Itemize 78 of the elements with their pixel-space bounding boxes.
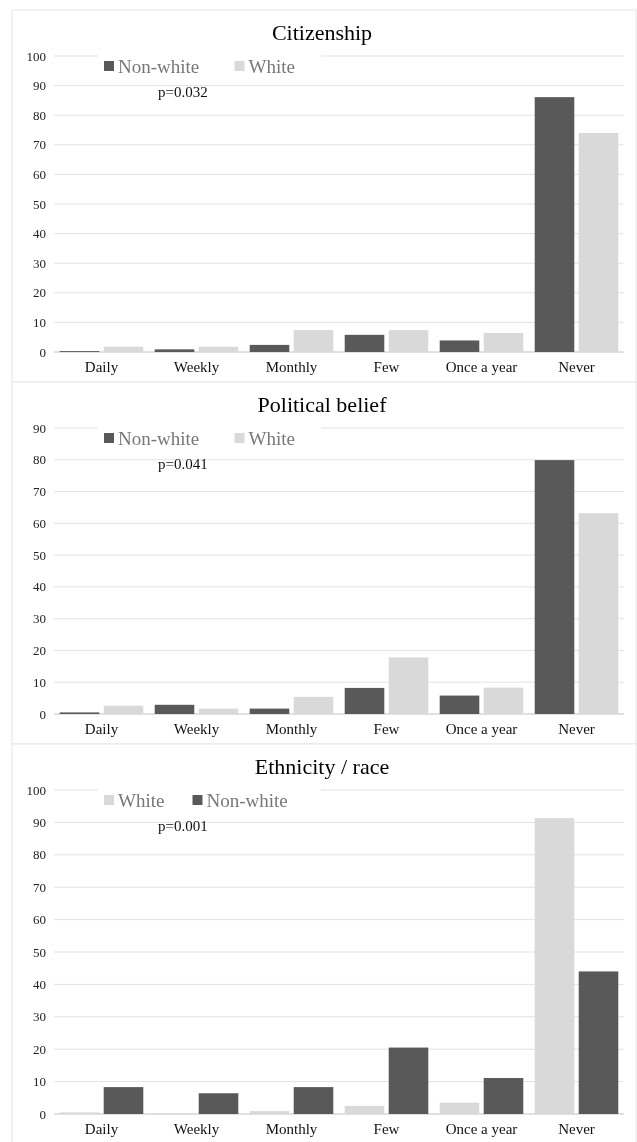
bar bbox=[439, 695, 480, 714]
y-tick-label: 40 bbox=[33, 579, 46, 595]
annotation: p=0.041 bbox=[158, 456, 208, 473]
legend-label: Non-white bbox=[118, 55, 200, 77]
y-tick-label: 10 bbox=[33, 1074, 46, 1090]
bar bbox=[103, 1087, 144, 1114]
legend-label: White bbox=[118, 789, 165, 811]
x-tick-label: Daily bbox=[84, 1121, 119, 1137]
bar bbox=[154, 704, 195, 714]
y-tick-label: 10 bbox=[33, 314, 46, 330]
x-tick-label: Daily bbox=[84, 359, 119, 375]
y-tick-label: 70 bbox=[33, 484, 46, 500]
y-tick-label: 30 bbox=[33, 1009, 46, 1025]
bar bbox=[249, 708, 290, 714]
bar bbox=[534, 97, 575, 352]
legend-label: Non-white bbox=[118, 427, 200, 449]
legend-label: Non-white bbox=[206, 789, 288, 811]
y-tick-label: 60 bbox=[33, 166, 46, 182]
y-tick-label: 0 bbox=[39, 344, 46, 360]
x-tick-label: Monthly bbox=[265, 359, 318, 375]
x-tick-label: Once a year bbox=[445, 1121, 518, 1137]
y-tick-label: 50 bbox=[33, 196, 46, 212]
y-tick-label: 100 bbox=[26, 782, 46, 798]
y-tick-label: 20 bbox=[33, 642, 46, 658]
y-tick-label: 90 bbox=[33, 420, 46, 436]
x-tick-label: Never bbox=[558, 1121, 595, 1137]
bar bbox=[249, 344, 290, 352]
bar bbox=[198, 1093, 239, 1114]
x-tick-label: Weekly bbox=[173, 721, 220, 737]
x-tick-label: Never bbox=[558, 359, 595, 375]
y-tick-label: 70 bbox=[33, 137, 46, 153]
bar bbox=[154, 349, 195, 352]
x-tick-label: Few bbox=[373, 721, 400, 737]
bar bbox=[483, 1078, 524, 1114]
y-tick-label: 30 bbox=[33, 255, 46, 271]
bar bbox=[344, 687, 385, 714]
y-tick-label: 60 bbox=[33, 912, 46, 928]
bar bbox=[344, 334, 385, 352]
x-tick-label: Few bbox=[373, 359, 400, 375]
chart-title: Political belief bbox=[257, 392, 388, 417]
y-tick-label: 50 bbox=[33, 547, 46, 563]
legend-label: White bbox=[248, 427, 295, 449]
legend-label: White bbox=[248, 55, 295, 77]
x-tick-label: Daily bbox=[84, 721, 119, 737]
y-tick-label: 50 bbox=[33, 944, 46, 960]
y-tick-label: 40 bbox=[33, 226, 46, 242]
chart-title: Citizenship bbox=[271, 20, 373, 45]
y-tick-label: 0 bbox=[39, 706, 46, 722]
x-tick-label: Monthly bbox=[265, 1121, 318, 1137]
x-tick-label: Weekly bbox=[173, 1121, 220, 1137]
x-tick-label: Never bbox=[558, 721, 595, 737]
y-tick-label: 80 bbox=[33, 847, 46, 863]
y-tick-label: 80 bbox=[33, 107, 46, 123]
y-tick-label: 0 bbox=[39, 1106, 46, 1122]
chart-title: Ethnicity / race bbox=[254, 754, 390, 779]
bar bbox=[293, 1087, 334, 1114]
annotation: p=0.001 bbox=[158, 818, 208, 835]
y-tick-label: 30 bbox=[33, 611, 46, 627]
y-tick-label: 40 bbox=[33, 976, 46, 992]
y-tick-label: 20 bbox=[33, 285, 46, 301]
y-tick-label: 60 bbox=[33, 515, 46, 531]
x-tick-label: Few bbox=[373, 1121, 400, 1137]
annotation: p=0.032 bbox=[158, 84, 208, 101]
x-tick-label: Once a year bbox=[445, 721, 518, 737]
bar bbox=[534, 460, 575, 714]
y-tick-label: 80 bbox=[33, 452, 46, 468]
y-tick-label: 20 bbox=[33, 1041, 46, 1057]
x-tick-label: Monthly bbox=[265, 721, 318, 737]
x-tick-label: Weekly bbox=[173, 359, 220, 375]
bar bbox=[439, 340, 480, 352]
y-tick-label: 70 bbox=[33, 879, 46, 895]
x-tick-label: Once a year bbox=[445, 359, 518, 375]
bar bbox=[578, 971, 619, 1114]
y-tick-label: 100 bbox=[26, 48, 46, 64]
y-tick-label: 10 bbox=[33, 674, 46, 690]
bar bbox=[388, 1047, 429, 1114]
y-tick-label: 90 bbox=[33, 78, 46, 94]
y-tick-label: 90 bbox=[33, 814, 46, 830]
